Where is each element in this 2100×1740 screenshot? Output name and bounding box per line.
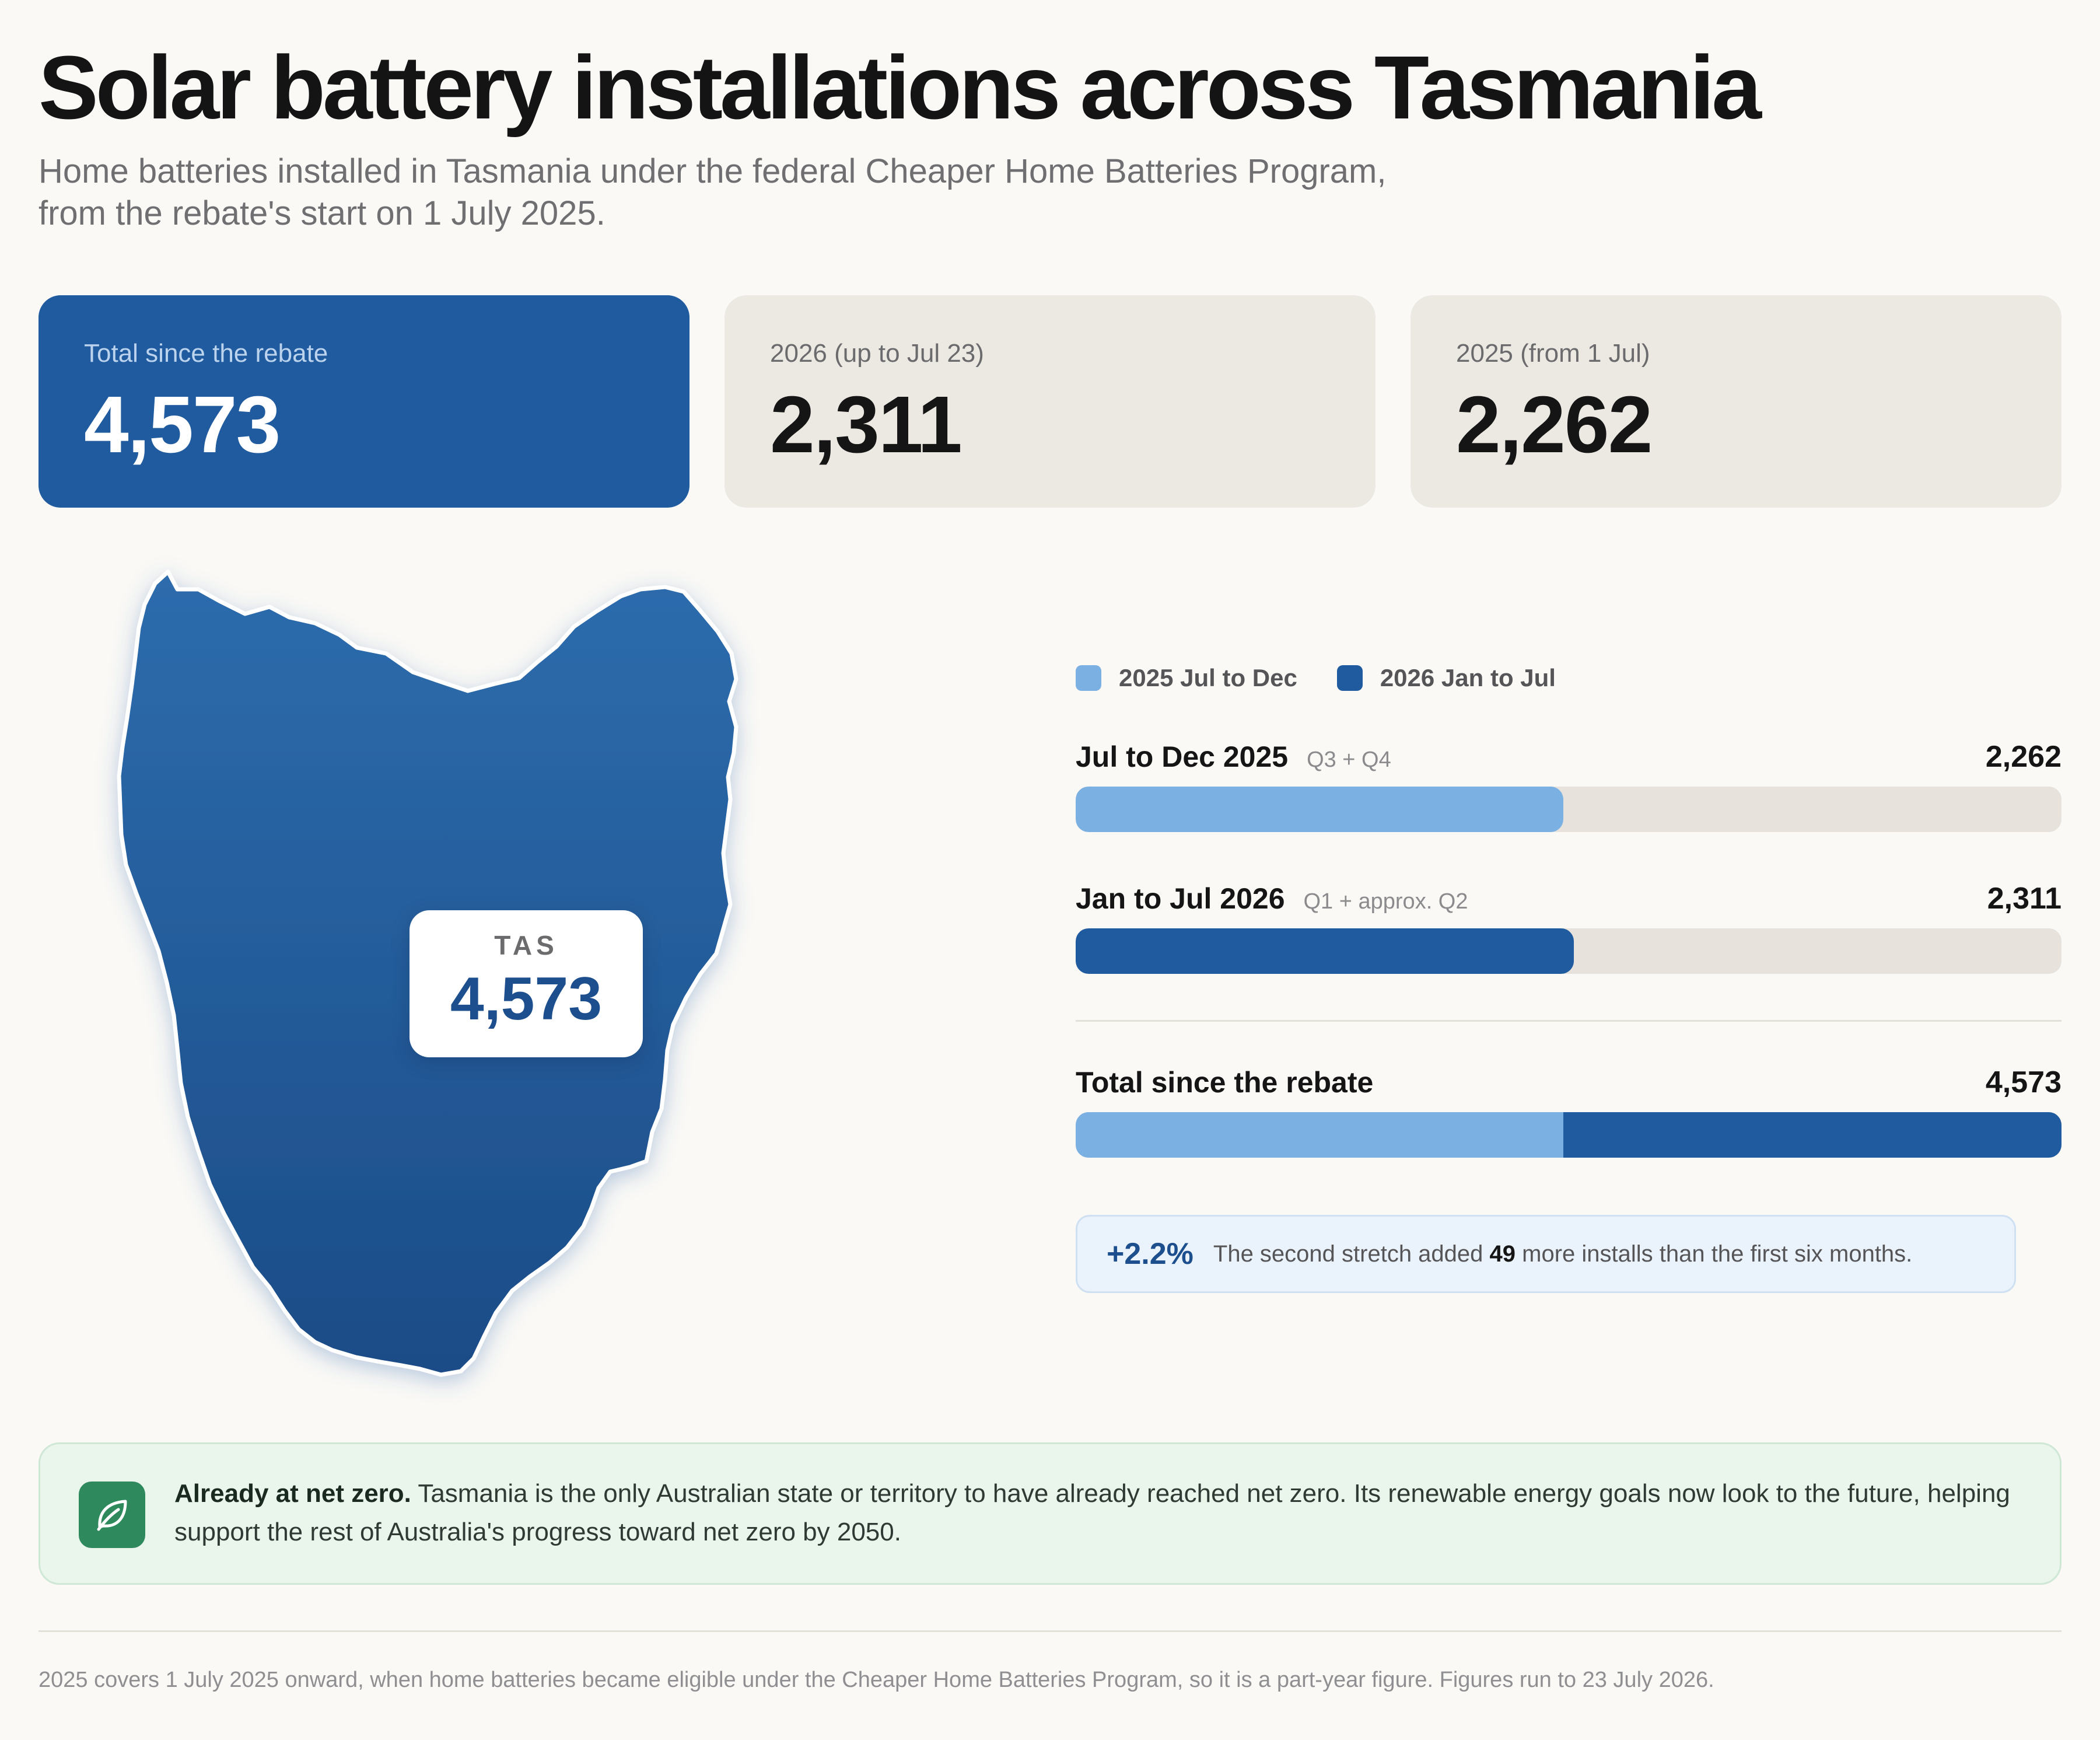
change-percent: +2.2%	[1107, 1237, 1194, 1271]
stat-cards: Total since the rebate 4,573 2026 (up to…	[38, 295, 2062, 508]
footer-divider	[38, 1630, 2062, 1632]
stat-card-2026: 2026 (up to Jul 23) 2,311	[724, 295, 1376, 508]
bar-value-label: 2,262	[1985, 740, 2062, 774]
bar-fill-2026	[1076, 928, 1574, 974]
net-zero-heading: Already at net zero.	[174, 1479, 411, 1508]
stat-card-total: Total since the rebate 4,573	[38, 295, 690, 508]
subtitle-line-1: Home batteries installed in Tasmania und…	[38, 152, 1387, 190]
page-subtitle: Home batteries installed in Tasmania und…	[38, 151, 1672, 235]
net-zero-text: Already at net zero. Tasmania is the onl…	[174, 1475, 2029, 1552]
subtitle-line-2: from the rebate's start on 1 July 2025.	[38, 194, 606, 232]
bar-row-total: Total since the rebate 4,573	[1076, 1062, 2062, 1158]
state-code: TAS	[494, 930, 558, 960]
legend-label: 2026 Jan to Jul	[1380, 664, 1556, 691]
stat-card-value: 2,311	[770, 380, 963, 470]
bar-row-name: Jan to Jul 2026	[1076, 882, 1285, 915]
change-message: The second stretch added 49 more install…	[1213, 1241, 1912, 1267]
bar-row-label: Jul to Dec 2025 Q3 + Q4	[1076, 736, 1391, 780]
bar-row-sub: Q3 + Q4	[1307, 747, 1391, 772]
bar-divider	[1076, 1020, 2062, 1022]
bar-track	[1076, 928, 2062, 974]
legend-label: 2025 Jul to Dec	[1119, 664, 1297, 691]
stat-card-value: 4,573	[84, 380, 281, 470]
bar-value-label: 2,311	[1987, 882, 2062, 916]
bar-track	[1076, 787, 2062, 832]
bar-fill-2025	[1076, 787, 1563, 832]
total-bar-segment-1	[1076, 1112, 1563, 1158]
chart-legend: 2025 Jul to Dec 2026 Jan to Jul	[1076, 661, 1595, 696]
legend-swatch-2026	[1336, 665, 1363, 691]
stat-card-label: 2026 (up to Jul 23)	[770, 339, 984, 368]
bar-row-name: Jul to Dec 2025	[1076, 740, 1289, 773]
bar-row-2025: Jul to Dec 2025 Q3 + Q4 2,262	[1076, 736, 2062, 832]
page-title: Solar battery installations across Tasma…	[38, 37, 1762, 138]
legend-swatch-2025	[1076, 665, 1101, 691]
footnote: 2025 covers 1 July 2025 onward, when hom…	[38, 1668, 1714, 1692]
bar-track-total	[1076, 1112, 2062, 1158]
bar-row-label: Jan to Jul 2026 Q1 + approx. Q2	[1076, 878, 1468, 922]
stat-card-value: 2,262	[1456, 380, 1653, 470]
state-value: 4,573	[450, 965, 603, 1033]
bar-row-sub: Q1 + approx. Q2	[1303, 889, 1468, 914]
change-message-end: more installs than the first six months.	[1516, 1241, 1913, 1267]
bar-value-label: 4,573	[1985, 1065, 2062, 1099]
net-zero-body: Tasmania is the only Australian state or…	[174, 1479, 2010, 1546]
change-message-start: The second stretch added	[1213, 1241, 1490, 1267]
leaf-icon	[79, 1482, 145, 1548]
map-label-box: TAS 4,573	[410, 910, 643, 1057]
change-callout: +2.2% The second stretch added 49 more i…	[1076, 1215, 2016, 1293]
legend-item-2026: 2026 Jan to Jul	[1336, 664, 1556, 692]
stat-card-2025: 2025 (from 1 Jul) 2,262	[1410, 295, 2062, 508]
legend-item-2025: 2025 Jul to Dec	[1076, 664, 1297, 692]
stat-card-label: Total since the rebate	[84, 339, 328, 368]
change-count: 49	[1489, 1241, 1516, 1267]
bar-row-name: Total since the rebate	[1076, 1066, 1374, 1099]
stat-card-label: 2025 (from 1 Jul)	[1456, 339, 1650, 368]
total-bar-segment-2	[1563, 1112, 2062, 1158]
net-zero-note: Already at net zero. Tasmania is the onl…	[38, 1442, 2062, 1585]
bar-row-2026: Jan to Jul 2026 Q1 + approx. Q2 2,311	[1076, 878, 2062, 974]
